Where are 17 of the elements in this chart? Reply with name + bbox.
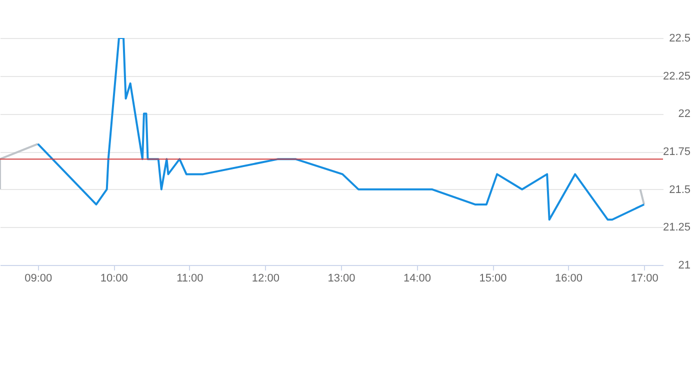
x-tick-label: 11:00 bbox=[176, 272, 204, 284]
x-tick-label: 15:00 bbox=[479, 272, 507, 284]
y-tick-label: 22.25 bbox=[662, 70, 690, 82]
x-tick-label: 14:00 bbox=[403, 272, 432, 284]
x-tick-label: 17:00 bbox=[630, 272, 658, 284]
line-series bbox=[36, 38, 646, 221]
y-tick-label: 22.5 bbox=[669, 32, 690, 44]
y-tick-label: 21.25 bbox=[662, 222, 690, 234]
y-tick-label: 21 bbox=[678, 260, 690, 272]
y-tick-label: 22 bbox=[678, 108, 690, 120]
y-tick-label: 21.5 bbox=[669, 184, 690, 196]
x-tick-label: 09:00 bbox=[24, 272, 52, 284]
y-tick-label: 21.75 bbox=[662, 146, 690, 158]
x-tick-label: 13:00 bbox=[328, 272, 356, 284]
x-tick-label: 16:00 bbox=[555, 272, 583, 284]
x-tick-label: 10:00 bbox=[100, 272, 128, 284]
x-tick-label: 12:00 bbox=[252, 272, 280, 284]
